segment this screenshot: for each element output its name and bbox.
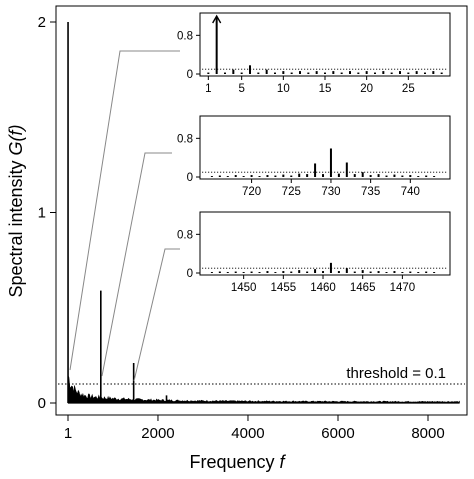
main-noise-floor: [67, 375, 460, 404]
inset-x-tick-label: 730: [321, 186, 340, 198]
y-axis-title-text: Spectral intensity: [6, 160, 26, 297]
inset-y-tick-label: 0: [187, 172, 193, 184]
connector-inset-1: [69, 50, 180, 371]
x-axis-title-symbol: f: [280, 452, 287, 472]
inset-x-tick-label: 1460: [310, 282, 336, 294]
inset-frame: [199, 115, 451, 180]
inset-connectors: [69, 50, 180, 382]
inset-frame: [199, 12, 451, 77]
main-x-axis: 1 2000 4000 6000 8000: [64, 415, 445, 442]
inset-x-tick-label: 1455: [271, 282, 297, 294]
inset-x-tick-label: 25: [402, 83, 415, 95]
x-axis-title: Frequency f: [189, 452, 286, 472]
y-axis-title: Spectral intensity G(f): [6, 124, 26, 297]
main-x-tick-label: 2000: [141, 425, 174, 442]
inset-x-tick-label: 20: [360, 83, 373, 95]
threshold-label: threshold = 0.1: [346, 365, 446, 382]
inset-1460: 0 0.8 1450 1455 1460 1465 1470: [177, 211, 451, 294]
inset-x-tick-label: 1450: [231, 282, 257, 294]
inset-y-tick-label: 0.8: [177, 133, 193, 145]
main-x-tick-label: 1: [64, 425, 72, 442]
main-x-tick-label: 8000: [411, 425, 444, 442]
inset-arrow-head: [212, 14, 222, 24]
connector-inset-2: [101, 152, 172, 377]
inset-x-tick-label: 1465: [350, 282, 376, 294]
inset-y-tick-label: 0.8: [177, 229, 193, 241]
inset-y-tick-label: 0: [187, 268, 193, 280]
main-y-tick-label: 0: [38, 395, 46, 412]
inset-frame: [199, 211, 451, 276]
y-axis-title-symbol: G(f): [6, 124, 26, 155]
inset-x-tick-label: 1: [205, 83, 211, 95]
inset-x-tick-label: 5: [238, 83, 244, 95]
main-x-tick-label: 6000: [321, 425, 354, 442]
connector-inset-3: [133, 248, 180, 382]
inset-x-tick-label: 735: [361, 186, 380, 198]
main-y-tick-label: 2: [38, 14, 46, 31]
inset-x-tick-label: 15: [319, 83, 332, 95]
inset-x-tick-label: 720: [242, 186, 261, 198]
inset-x-tick-label: 725: [282, 186, 301, 198]
main-plot-frame: [55, 5, 468, 416]
inset-x-tick-label: 1470: [390, 282, 416, 294]
inset-730: 0 0.8 720 725 730 735 740: [177, 115, 451, 198]
main-y-tick-label: 1: [38, 205, 46, 222]
main-spectrum: [67, 22, 460, 404]
inset-y-tick-label: 0: [187, 69, 193, 81]
inset-low-frequency: 00.81 5 10 15 20 25: [177, 12, 451, 95]
inset-x-tick-label: 10: [277, 83, 290, 95]
inset-y-tick-label: 0.8: [177, 30, 193, 42]
x-axis-title-text: Frequency: [189, 452, 274, 472]
main-x-tick-label: 4000: [231, 425, 264, 442]
main-y-axis: 0 1 2: [38, 14, 56, 412]
inset-x-tick-label: 740: [401, 186, 420, 198]
